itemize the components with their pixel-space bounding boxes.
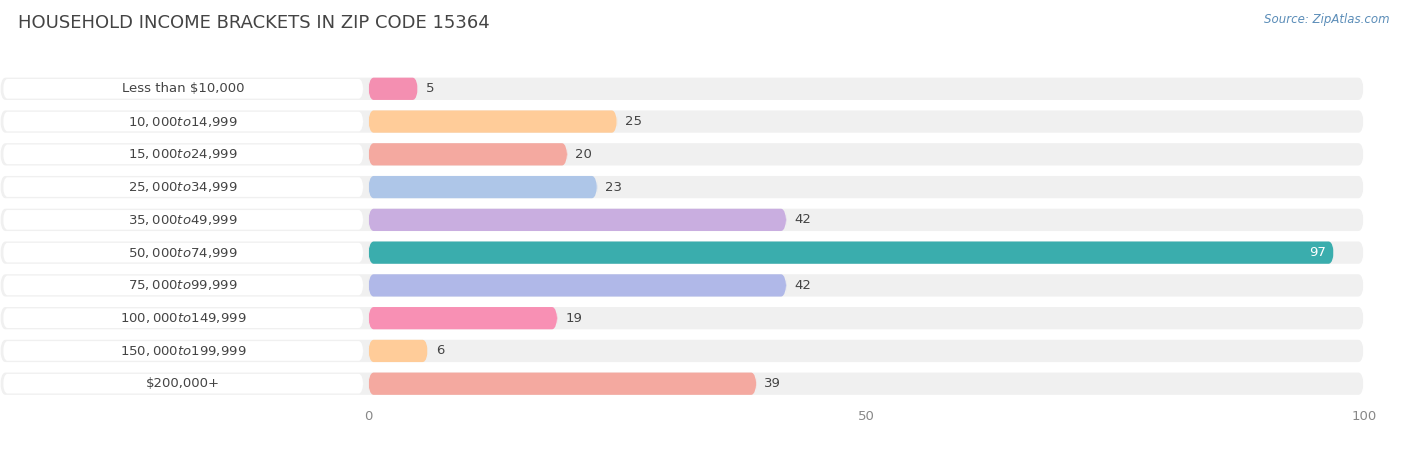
Text: $100,000 to $149,999: $100,000 to $149,999 [120, 311, 246, 325]
FancyBboxPatch shape [3, 79, 363, 99]
FancyBboxPatch shape [368, 307, 557, 329]
FancyBboxPatch shape [0, 340, 1364, 362]
FancyBboxPatch shape [368, 274, 786, 297]
FancyBboxPatch shape [0, 242, 1364, 264]
FancyBboxPatch shape [0, 307, 1364, 329]
FancyBboxPatch shape [368, 373, 756, 395]
FancyBboxPatch shape [368, 209, 786, 231]
FancyBboxPatch shape [3, 144, 363, 164]
Text: $75,000 to $99,999: $75,000 to $99,999 [128, 279, 238, 292]
FancyBboxPatch shape [3, 374, 363, 394]
FancyBboxPatch shape [3, 308, 363, 328]
Text: $25,000 to $34,999: $25,000 to $34,999 [128, 180, 238, 194]
Text: $200,000+: $200,000+ [146, 377, 221, 390]
Text: HOUSEHOLD INCOME BRACKETS IN ZIP CODE 15364: HOUSEHOLD INCOME BRACKETS IN ZIP CODE 15… [18, 14, 491, 32]
Text: 23: 23 [605, 180, 623, 194]
Text: 5: 5 [426, 82, 434, 95]
FancyBboxPatch shape [368, 176, 598, 198]
FancyBboxPatch shape [3, 243, 363, 262]
FancyBboxPatch shape [3, 210, 363, 230]
Text: 19: 19 [565, 312, 582, 324]
FancyBboxPatch shape [368, 340, 427, 362]
FancyBboxPatch shape [368, 143, 568, 166]
Text: 42: 42 [794, 279, 811, 292]
Text: Less than $10,000: Less than $10,000 [122, 82, 245, 95]
Text: $15,000 to $24,999: $15,000 to $24,999 [128, 147, 238, 162]
FancyBboxPatch shape [368, 78, 418, 100]
Text: 97: 97 [1309, 246, 1326, 259]
Text: 6: 6 [436, 344, 444, 357]
Text: 39: 39 [765, 377, 782, 390]
FancyBboxPatch shape [3, 341, 363, 361]
FancyBboxPatch shape [3, 275, 363, 295]
FancyBboxPatch shape [0, 110, 1364, 133]
Text: $150,000 to $199,999: $150,000 to $199,999 [120, 344, 246, 358]
Text: $10,000 to $14,999: $10,000 to $14,999 [128, 115, 238, 129]
FancyBboxPatch shape [368, 110, 617, 133]
Text: 42: 42 [794, 213, 811, 226]
Text: 20: 20 [575, 148, 592, 161]
Text: Source: ZipAtlas.com: Source: ZipAtlas.com [1264, 14, 1389, 27]
FancyBboxPatch shape [3, 112, 363, 131]
Text: $50,000 to $74,999: $50,000 to $74,999 [128, 246, 238, 260]
Text: 25: 25 [626, 115, 643, 128]
FancyBboxPatch shape [368, 242, 1334, 264]
FancyBboxPatch shape [0, 143, 1364, 166]
FancyBboxPatch shape [0, 274, 1364, 297]
FancyBboxPatch shape [0, 176, 1364, 198]
Text: $35,000 to $49,999: $35,000 to $49,999 [128, 213, 238, 227]
FancyBboxPatch shape [3, 177, 363, 197]
FancyBboxPatch shape [0, 209, 1364, 231]
FancyBboxPatch shape [0, 373, 1364, 395]
FancyBboxPatch shape [0, 78, 1364, 100]
